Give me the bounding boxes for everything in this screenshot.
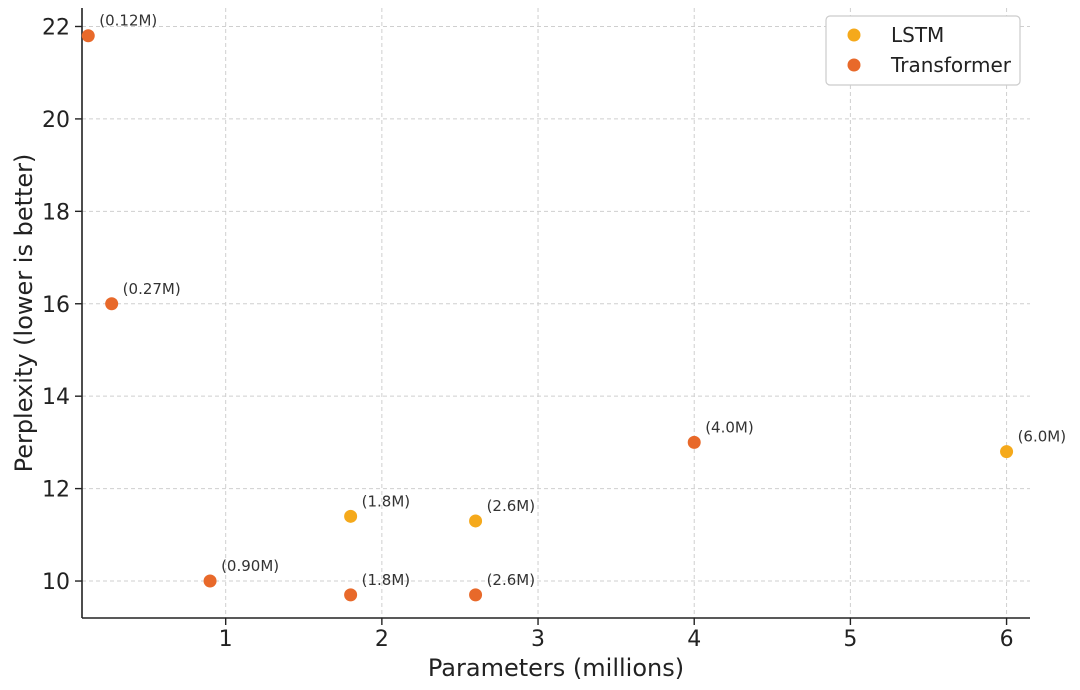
- transformer-point: [81, 29, 95, 43]
- point-labels: (1.8M) (2.6M) (6.0M) (0.12M) (0.27M) (0.90M) (…: [99, 12, 1066, 589]
- transformer-point: [105, 297, 119, 311]
- lstm-legend-marker: [847, 28, 861, 42]
- transformer-legend-label: Transformer: [890, 53, 1012, 77]
- transformer-point-label: (4.0M): [705, 418, 754, 436]
- data-points: [81, 29, 1014, 602]
- lstm-point: [1000, 445, 1014, 459]
- transformer-legend-marker: [847, 58, 861, 72]
- y-tick-label: 12: [42, 478, 70, 503]
- y-tick-label: 10: [42, 570, 70, 595]
- x-tick-label: 5: [843, 627, 857, 652]
- x-tick-label: 6: [1000, 627, 1014, 652]
- lstm-legend-label: LSTM: [891, 23, 944, 47]
- lstm-point-label: (6.0M): [1018, 428, 1067, 446]
- lstm-point-label: (1.8M): [362, 492, 411, 510]
- transformer-point: [344, 588, 358, 602]
- y-tick-label: 18: [42, 200, 70, 225]
- y-axis-label: Perplexity (lower is better): [10, 154, 38, 473]
- lstm-point-label: (2.6M): [487, 497, 536, 515]
- x-axis-label: Parameters (millions): [428, 654, 684, 682]
- x-tick-label: 4: [687, 627, 701, 652]
- legend-box: [825, 15, 1021, 86]
- transformer-point-label: (1.8M): [362, 571, 411, 589]
- transformer-point-label: (0.12M): [99, 12, 157, 30]
- transformer-point-label: (0.27M): [123, 280, 181, 298]
- transformer-point: [687, 435, 701, 449]
- x-tick-label: 1: [219, 627, 233, 652]
- transformer-point: [203, 574, 217, 588]
- lstm-point: [344, 509, 358, 523]
- y-tick-label: 22: [42, 15, 70, 40]
- transformer-point: [469, 588, 483, 602]
- y-tick-label: 16: [42, 293, 70, 318]
- transformer-point-label: (0.90M): [221, 557, 279, 575]
- lstm-point: [469, 514, 483, 528]
- x-tick-label: 3: [531, 627, 545, 652]
- y-tick-label: 14: [42, 385, 70, 410]
- y-tick-label: 20: [42, 108, 70, 133]
- grid: [82, 8, 1030, 618]
- legend: LSTM Transformer: [825, 15, 1021, 86]
- x-tick-label: 2: [375, 627, 389, 652]
- transformer-point-label: (2.6M): [487, 571, 536, 589]
